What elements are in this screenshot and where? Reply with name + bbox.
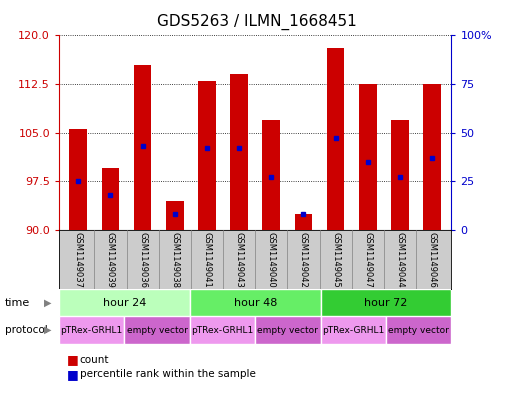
Text: GSM1149047: GSM1149047 (363, 232, 372, 288)
Bar (59, 316, 124, 344)
Text: GSM1149036: GSM1149036 (138, 232, 147, 288)
Text: ■: ■ (67, 353, 78, 366)
Bar (190, 289, 321, 316)
Bar (230, 74, 248, 230)
Text: GSM1149043: GSM1149043 (234, 232, 244, 288)
Bar (327, 48, 345, 230)
Bar (134, 64, 151, 230)
Bar (69, 129, 87, 230)
Bar (321, 289, 451, 316)
Text: percentile rank within the sample: percentile rank within the sample (80, 369, 255, 379)
Text: pTRex-GRHL1: pTRex-GRHL1 (61, 326, 123, 334)
Text: empty vector: empty vector (258, 326, 319, 334)
Bar (391, 119, 409, 230)
Text: ▶: ▶ (44, 298, 51, 308)
Text: GSM1149039: GSM1149039 (106, 232, 115, 288)
Text: GSM1149046: GSM1149046 (428, 232, 437, 288)
Bar (59, 289, 190, 316)
Bar (198, 81, 216, 230)
Bar (263, 119, 280, 230)
Text: ■: ■ (67, 367, 78, 381)
Text: pTRex-GRHL1: pTRex-GRHL1 (322, 326, 384, 334)
Text: GSM1149037: GSM1149037 (74, 232, 83, 288)
Text: protocol: protocol (5, 325, 48, 335)
Text: hour 72: hour 72 (364, 298, 408, 308)
Text: hour 24: hour 24 (103, 298, 146, 308)
Text: GSM1149040: GSM1149040 (267, 232, 276, 288)
Text: GSM1149041: GSM1149041 (203, 232, 211, 288)
Bar (102, 168, 120, 230)
Text: count: count (80, 354, 109, 365)
Bar (166, 201, 184, 230)
Bar (359, 84, 377, 230)
Text: empty vector: empty vector (388, 326, 449, 334)
Bar (321, 316, 386, 344)
Bar (190, 316, 255, 344)
Bar (124, 316, 190, 344)
Bar (255, 316, 321, 344)
Text: GSM1149038: GSM1149038 (170, 232, 180, 288)
Bar (294, 214, 312, 230)
Text: GSM1149044: GSM1149044 (396, 232, 404, 288)
Text: pTRex-GRHL1: pTRex-GRHL1 (191, 326, 253, 334)
Text: ▶: ▶ (44, 325, 51, 335)
Bar (386, 316, 451, 344)
Bar (423, 84, 441, 230)
Text: GDS5263 / ILMN_1668451: GDS5263 / ILMN_1668451 (156, 14, 357, 30)
Text: empty vector: empty vector (127, 326, 188, 334)
Text: GSM1149042: GSM1149042 (299, 232, 308, 288)
Text: time: time (5, 298, 30, 308)
Text: hour 48: hour 48 (233, 298, 277, 308)
Text: GSM1149045: GSM1149045 (331, 232, 340, 288)
